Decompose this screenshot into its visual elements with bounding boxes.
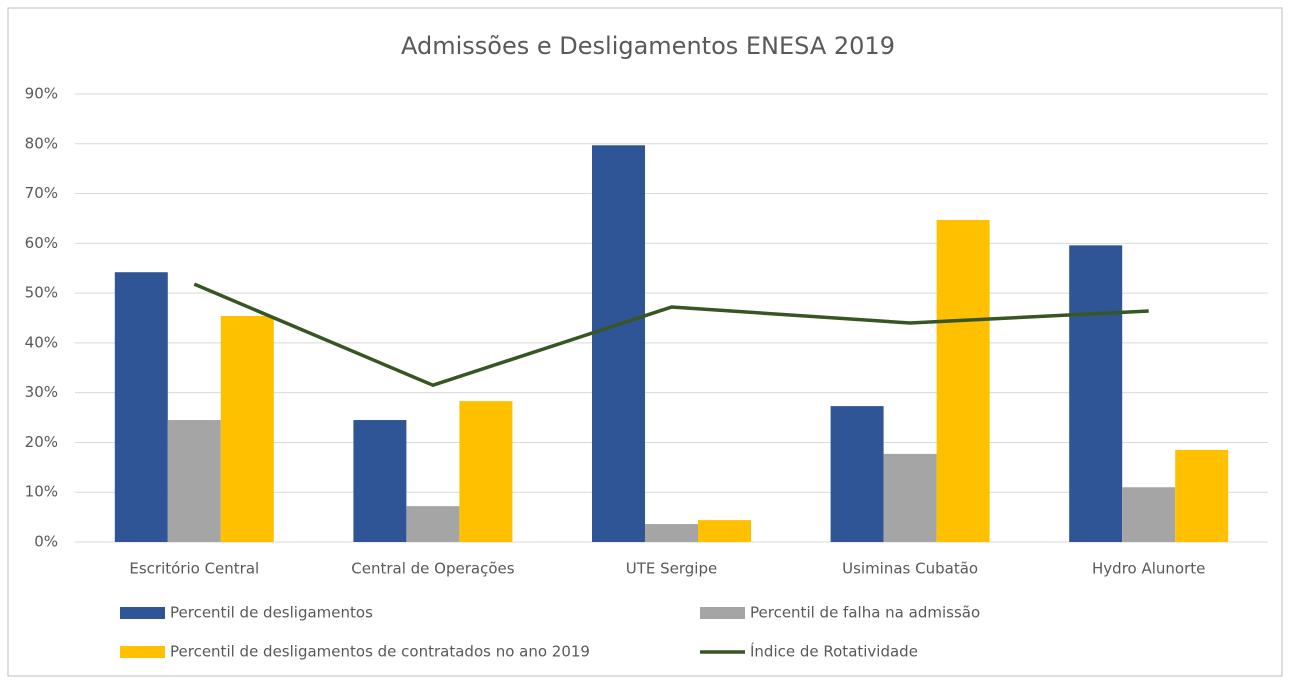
bar xyxy=(406,506,460,542)
bar xyxy=(1069,245,1123,542)
bar xyxy=(592,145,645,542)
chart-title: Admissões e Desligamentos ENESA 2019 xyxy=(401,32,895,60)
bar xyxy=(1175,449,1229,542)
bar xyxy=(936,219,990,542)
legend-swatch xyxy=(700,607,745,619)
y-tick-label: 70% xyxy=(25,184,58,202)
y-tick-label: 10% xyxy=(25,483,58,501)
bar xyxy=(698,520,751,542)
y-tick-label: 40% xyxy=(25,333,58,351)
legend-label: Percentil de desligamentos xyxy=(170,604,373,622)
bar xyxy=(830,406,884,542)
bar xyxy=(220,316,274,542)
y-tick-label: 80% xyxy=(25,134,58,152)
y-tick-label: 0% xyxy=(34,533,58,551)
bar xyxy=(883,453,937,542)
bar xyxy=(353,420,407,542)
x-tick-label: Hydro Alunorte xyxy=(1092,560,1205,578)
legend-label: Percentil de desligamentos de contratado… xyxy=(170,643,590,661)
y-tick-label: 50% xyxy=(25,284,58,302)
y-tick-label: 90% xyxy=(25,85,58,103)
bar xyxy=(645,524,698,542)
line-series xyxy=(193,282,1149,387)
legend-swatch xyxy=(120,607,165,619)
y-tick-label: 60% xyxy=(25,234,58,252)
y-tick-label: 20% xyxy=(25,433,58,451)
y-tick-label: 30% xyxy=(25,383,58,401)
legend-label: Índice de Rotatividade xyxy=(750,642,918,661)
x-tick-label: Central de Operações xyxy=(351,560,514,578)
legend-label: Percentil de falha na admissão xyxy=(750,604,980,622)
x-tick-label: Usiminas Cubatão xyxy=(842,560,978,578)
bar xyxy=(167,420,221,542)
x-tick-label: Escritório Central xyxy=(129,560,259,578)
bar xyxy=(1122,487,1176,542)
x-tick-label: UTE Sergipe xyxy=(626,560,717,578)
bar xyxy=(459,401,513,542)
bar xyxy=(114,272,168,542)
legend-swatch xyxy=(120,646,165,658)
